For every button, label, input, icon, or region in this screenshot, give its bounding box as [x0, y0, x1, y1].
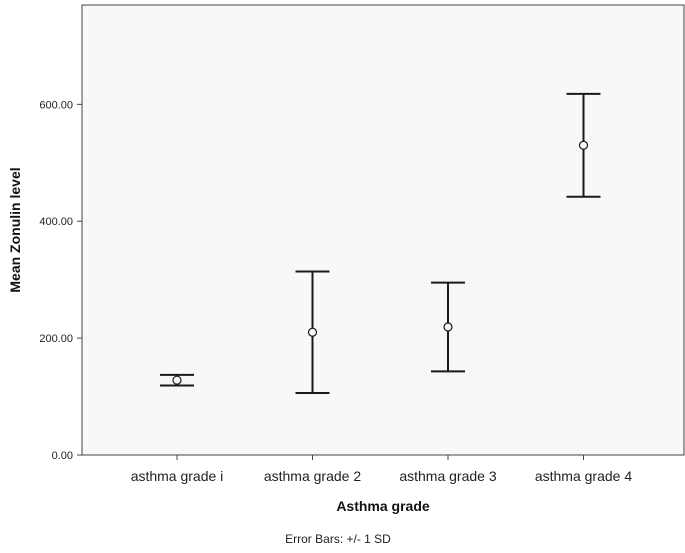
y-tick-label: 0.00 [52, 450, 73, 462]
error-bar-footnote: Error Bars: +/- 1 SD [285, 532, 391, 546]
x-axis: asthma grade i asthma grade 2 asthma grade… [131, 455, 632, 484]
mean-marker [307, 327, 318, 337]
error-bar-1 [160, 373, 194, 387]
x-tick-label: asthma grade i [131, 468, 224, 484]
x-tick-label: asthma grade 2 [264, 468, 361, 484]
y-tick-label: 400.00 [39, 216, 73, 228]
y-tick-label: 600.00 [39, 99, 73, 111]
x-tick-label: asthma grade 3 [399, 468, 496, 484]
mean-marker [172, 375, 182, 385]
plot-area [81, 4, 685, 456]
mean-marker [443, 322, 453, 332]
y-tick-label: 200.00 [39, 333, 73, 345]
error-bar-4 [566, 92, 601, 198]
x-tick-label: asthma grade 4 [535, 468, 632, 484]
data-marks [160, 92, 601, 395]
error-bar-2 [295, 270, 330, 395]
x-axis-title: Asthma grade [336, 498, 430, 514]
y-axis-title: Mean Zonulin level [7, 167, 23, 292]
mean-marker [578, 140, 589, 150]
y-axis: 0.00 200.00 400.00 600.00 [39, 99, 82, 462]
error-bar-3 [431, 281, 465, 373]
